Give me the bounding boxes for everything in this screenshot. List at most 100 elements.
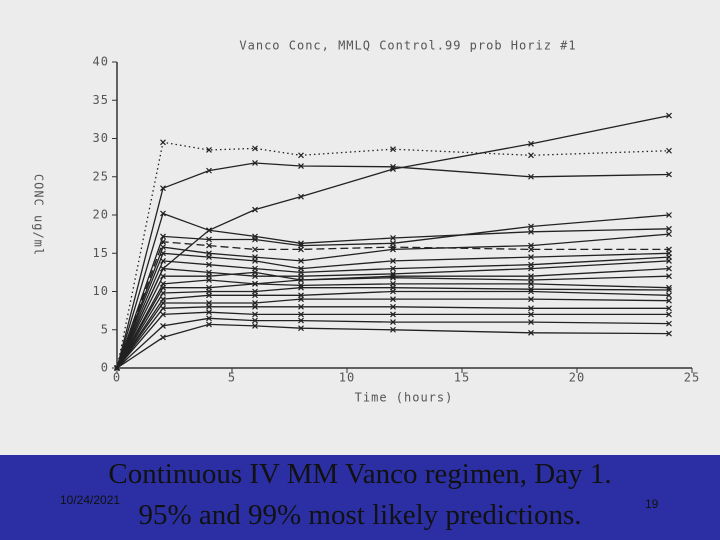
point-marker: [666, 257, 672, 264]
point-marker: [252, 246, 258, 253]
series-line: [116, 256, 670, 369]
point-marker: [298, 296, 304, 303]
caption-line: 95% and 99% most likely predictions.: [138, 499, 582, 531]
point-marker: [206, 315, 212, 322]
point-marker: [160, 323, 166, 329]
point-marker: [390, 274, 396, 281]
series-line: [116, 233, 670, 369]
point-marker: [160, 290, 166, 296]
point-marker: [390, 319, 396, 326]
chart: Vanco Conc, MMLQ Control.99 prob Horiz #…: [31, 38, 700, 405]
point-marker: [528, 305, 534, 312]
y-tick-label: 0: [101, 361, 109, 375]
point-marker: [528, 280, 534, 287]
point-marker: [206, 254, 212, 260]
point-marker: [666, 330, 672, 337]
series-line: [116, 306, 669, 369]
point-marker: [298, 257, 304, 264]
point-marker: [390, 303, 396, 310]
caption-band: Continuous IV MM Vanco regimen, Day 1. 9…: [0, 455, 720, 540]
point-marker: [206, 242, 212, 249]
y-tick-label: 15: [93, 246, 109, 260]
point-marker: [528, 242, 534, 249]
point-marker: [528, 173, 534, 180]
point-marker: [252, 257, 258, 264]
slide-number: 19: [645, 497, 659, 511]
point-marker: [666, 305, 672, 312]
point-marker: [160, 244, 166, 251]
series-line: [116, 317, 670, 369]
point-marker: [528, 254, 534, 260]
point-marker: [390, 311, 396, 318]
x-tick-label: 25: [684, 371, 700, 385]
point-marker: [390, 257, 396, 264]
point-marker: [160, 238, 166, 245]
point-marker: [390, 265, 396, 272]
point-marker: [528, 329, 534, 336]
series-line: [116, 323, 670, 369]
point-marker: [114, 365, 120, 371]
point-marker: [390, 166, 396, 173]
point-marker: [390, 235, 396, 241]
point-marker: [252, 145, 258, 152]
y-tick-label: 10: [93, 284, 109, 298]
point-marker: [206, 236, 212, 243]
point-marker: [666, 147, 672, 154]
point-marker: [666, 212, 672, 218]
point-marker: [160, 334, 166, 341]
point-marker: [252, 311, 258, 318]
point-marker: [160, 284, 166, 291]
y-tick-label: 40: [93, 55, 109, 69]
x-tick-label: 15: [454, 371, 470, 385]
series-line: [116, 162, 670, 369]
point-marker: [206, 227, 212, 234]
point-marker: [160, 311, 166, 318]
series-line: [116, 212, 670, 369]
x-tick-label: 20: [569, 371, 585, 385]
point-marker: [390, 326, 396, 333]
point-marker: [160, 273, 166, 280]
point-marker: [666, 225, 672, 232]
point-marker: [252, 160, 258, 166]
x-tick-label: 5: [228, 371, 236, 385]
point-marker: [252, 269, 258, 276]
x-tick-label: 10: [339, 371, 355, 385]
point-marker: [528, 319, 534, 326]
point-marker: [252, 280, 258, 287]
point-marker: [206, 167, 212, 174]
point-marker: [160, 250, 166, 257]
point-marker: [160, 139, 166, 146]
caption-line: Continuous IV MM Vanco regimen, Day 1.: [108, 458, 612, 490]
point-marker: [528, 288, 534, 295]
point-marker: [206, 261, 212, 268]
point-marker: [298, 284, 304, 291]
point-marker: [252, 206, 258, 213]
x-axis-label: Time (hours): [355, 391, 454, 405]
point-marker: [252, 303, 258, 310]
point-marker: [206, 321, 212, 328]
point-marker: [666, 265, 672, 272]
point-marker: [298, 311, 304, 318]
point-marker: [528, 152, 534, 159]
point-marker: [298, 246, 304, 253]
point-marker: [298, 303, 304, 310]
point-marker: [160, 257, 166, 264]
point-marker: [390, 296, 396, 303]
point-marker: [298, 163, 304, 169]
series-line: [116, 141, 670, 369]
point-marker: [160, 300, 166, 306]
x-tick-label: 0: [113, 371, 121, 385]
series-line: [116, 275, 670, 369]
series-line: [116, 114, 670, 369]
point-marker: [252, 236, 258, 243]
point-marker: [528, 223, 534, 230]
point-marker: [160, 265, 166, 272]
series-line: [116, 287, 670, 369]
point-marker: [160, 210, 166, 217]
point-marker: [252, 323, 258, 329]
point-marker: [666, 297, 672, 304]
y-tick-label: 20: [93, 208, 109, 222]
point-marker: [298, 277, 304, 283]
point-marker: [390, 246, 396, 253]
y-tick-label: 30: [93, 131, 109, 145]
